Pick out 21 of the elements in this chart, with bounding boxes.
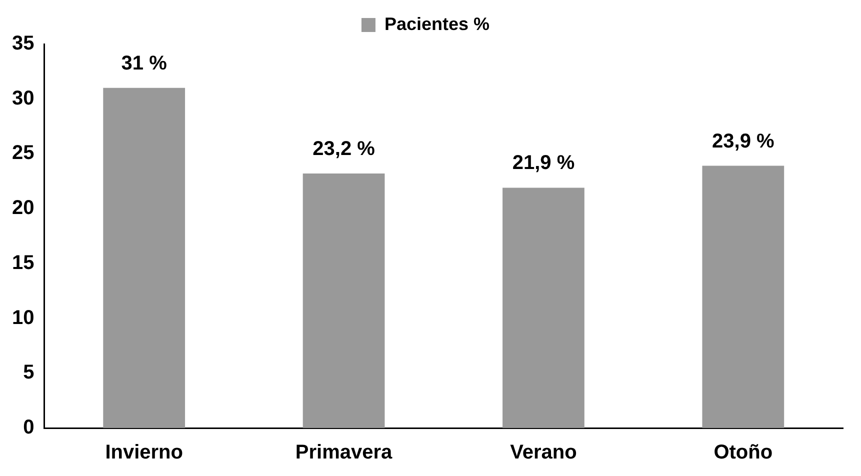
bar xyxy=(103,88,186,428)
data-label: 23,2 % xyxy=(312,138,376,160)
y-tick-label: 15 xyxy=(12,252,34,274)
x-tick-label: Otoño xyxy=(714,442,773,464)
y-tick-label: 5 xyxy=(23,362,34,384)
y-tick-label: 25 xyxy=(12,142,34,164)
data-label: 23,9 % xyxy=(712,130,775,152)
legend-label: Pacientes % xyxy=(384,14,490,34)
data-label: 31 % xyxy=(121,52,168,74)
y-tick-label: 20 xyxy=(12,197,34,220)
y-tick-label: 10 xyxy=(12,306,34,329)
y-tick-label: 35 xyxy=(12,32,34,55)
x-tick-label: Verano xyxy=(510,442,577,464)
bar xyxy=(302,173,385,428)
bar xyxy=(502,188,584,428)
y-tick-label: 0 xyxy=(23,416,34,439)
bar xyxy=(702,166,784,428)
y-tick-label: 30 xyxy=(12,87,34,110)
x-tick-label: Invierno xyxy=(105,442,183,464)
data-label: 21,9 % xyxy=(512,152,575,174)
x-tick-label: Primavera xyxy=(295,442,394,464)
